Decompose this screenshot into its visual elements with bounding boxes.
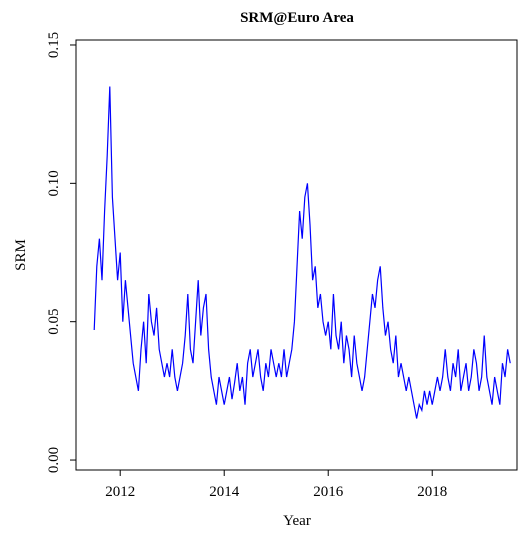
data-line	[93, 86, 511, 419]
y-tick-label: 0.00	[46, 447, 62, 473]
x-tick-label: 2014	[209, 484, 240, 500]
y-axis-label: SRM	[13, 239, 29, 271]
y-tick-label: 0.05	[46, 309, 62, 335]
x-tick-label: 2012	[105, 484, 135, 500]
x-axis-label: Year	[283, 513, 311, 529]
x-tick-label: 2018	[417, 484, 447, 500]
chart-title: SRM@Euro Area	[240, 10, 354, 26]
y-tick-label: 0.10	[46, 170, 62, 196]
y-tick-label: 0.15	[46, 32, 62, 58]
plot-frame	[75, 39, 518, 471]
x-tick-label: 2016	[313, 484, 344, 500]
